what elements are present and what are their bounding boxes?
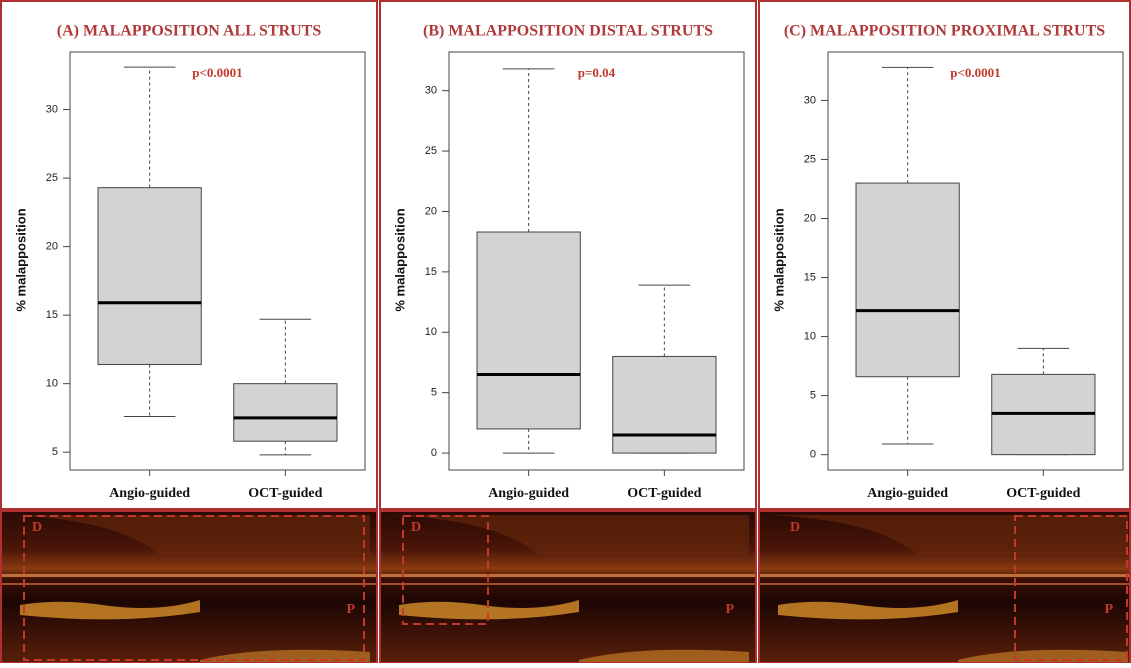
x-tick-label: OCT-guided xyxy=(627,486,701,501)
y-tick-label: 10 xyxy=(46,378,58,390)
y-tick-label: 10 xyxy=(804,330,816,342)
x-tick-label: OCT-guided xyxy=(248,486,322,501)
oct-line xyxy=(2,574,376,577)
p-value: p<0.0001 xyxy=(192,65,242,80)
chart-title: (B) MALAPPOSITION DISTAL STRUTS xyxy=(423,23,713,40)
y-tick-label: 30 xyxy=(46,103,58,115)
box xyxy=(234,384,337,442)
y-tick-label: 5 xyxy=(431,387,437,399)
y-tick-label: 0 xyxy=(431,447,437,459)
x-tick-label: Angio-guided xyxy=(488,486,569,501)
chart-title: (A) MALAPPOSITION ALL STRUTS xyxy=(57,23,322,40)
figure: (A) MALAPPOSITION ALL STRUTS p<0.0001 % ma… xyxy=(0,0,1131,663)
x-tick-label: Angio-guided xyxy=(109,486,190,501)
image-label: P xyxy=(725,602,734,617)
box xyxy=(613,356,716,453)
box xyxy=(856,183,959,377)
y-tick-label: 5 xyxy=(52,446,58,458)
y-tick-label: 20 xyxy=(425,205,437,217)
y-tick-label: 25 xyxy=(425,145,437,157)
p-value: p<0.0001 xyxy=(950,65,1000,80)
y-tick-label: 10 xyxy=(425,326,437,338)
y-axis-label: % malapposition xyxy=(392,208,407,311)
y-tick-label: 25 xyxy=(46,172,58,184)
image-label: P xyxy=(1104,602,1113,617)
y-tick-label: 20 xyxy=(804,212,816,224)
y-tick-label: 30 xyxy=(425,85,437,97)
box xyxy=(98,188,201,365)
oct-line xyxy=(381,583,755,585)
y-tick-label: 0 xyxy=(810,449,816,461)
y-tick-label: 30 xyxy=(804,94,816,106)
y-tick-label: 15 xyxy=(804,271,816,283)
p-value: p=0.04 xyxy=(578,65,616,80)
y-axis-label: % malapposition xyxy=(13,208,28,311)
image-label: D xyxy=(790,520,800,535)
y-tick-label: 20 xyxy=(46,241,58,253)
x-tick-label: OCT-guided xyxy=(1006,486,1080,501)
chart-title: (C) MALAPPOSITION PROXIMAL STRUTS xyxy=(784,23,1105,40)
oct-line xyxy=(760,574,1129,577)
image-label: D xyxy=(411,520,421,535)
x-tick-label: Angio-guided xyxy=(867,486,948,501)
oct-line xyxy=(381,574,755,577)
y-axis-label: % malapposition xyxy=(771,208,786,311)
oct-line xyxy=(2,583,376,585)
box xyxy=(477,232,580,429)
image-label: D xyxy=(32,520,42,535)
y-tick-label: 15 xyxy=(425,266,437,278)
y-tick-label: 25 xyxy=(804,153,816,165)
image-label: P xyxy=(346,602,355,617)
oct-line xyxy=(760,583,1129,585)
y-tick-label: 15 xyxy=(46,309,58,321)
y-tick-label: 5 xyxy=(810,390,816,402)
